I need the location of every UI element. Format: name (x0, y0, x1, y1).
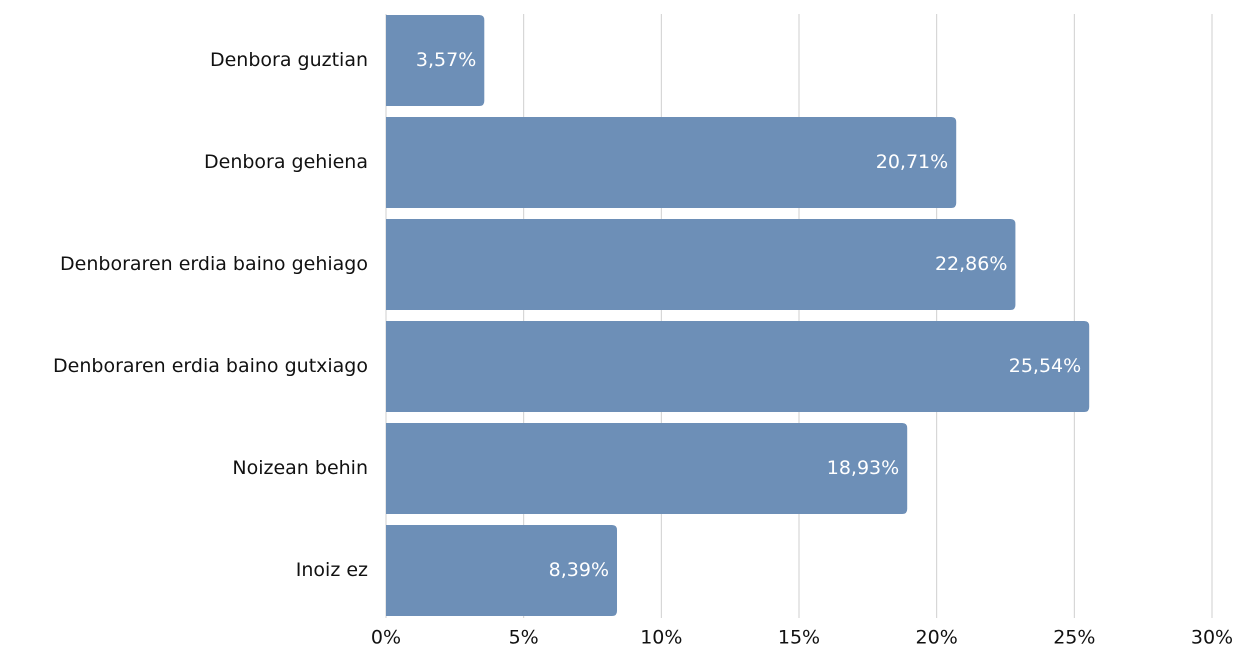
bar (386, 15, 485, 106)
y-tick-label: Denboraren erdia baino gutxiago (53, 355, 368, 377)
value-label: 20,71% (876, 151, 948, 173)
x-tick-label: 15% (778, 627, 820, 649)
y-tick-label: Inoiz ez (296, 559, 368, 581)
value-label: 18,93% (827, 457, 899, 479)
x-tick-label: 10% (640, 627, 682, 649)
x-tick-label: 25% (1053, 627, 1095, 649)
bar (386, 525, 618, 616)
bar (386, 423, 908, 514)
value-label: 22,86% (935, 253, 1007, 275)
y-tick-label: Denbora gehiena (204, 151, 368, 173)
x-tick-label: 5% (509, 627, 539, 649)
x-tick-label: 0% (371, 627, 401, 649)
value-label: 3,57% (416, 49, 476, 71)
x-tick-label: 20% (916, 627, 958, 649)
x-tick-label: 30% (1191, 627, 1233, 649)
value-label: 8,39% (549, 559, 609, 581)
y-tick-label: Denboraren erdia baino gehiago (60, 253, 368, 275)
value-label: 25,54% (1009, 355, 1081, 377)
y-tick-label: Denbora guztian (210, 49, 368, 71)
bar (386, 117, 957, 208)
y-tick-label: Noizean behin (232, 457, 368, 479)
bar (386, 219, 1016, 310)
bar (386, 321, 1090, 412)
